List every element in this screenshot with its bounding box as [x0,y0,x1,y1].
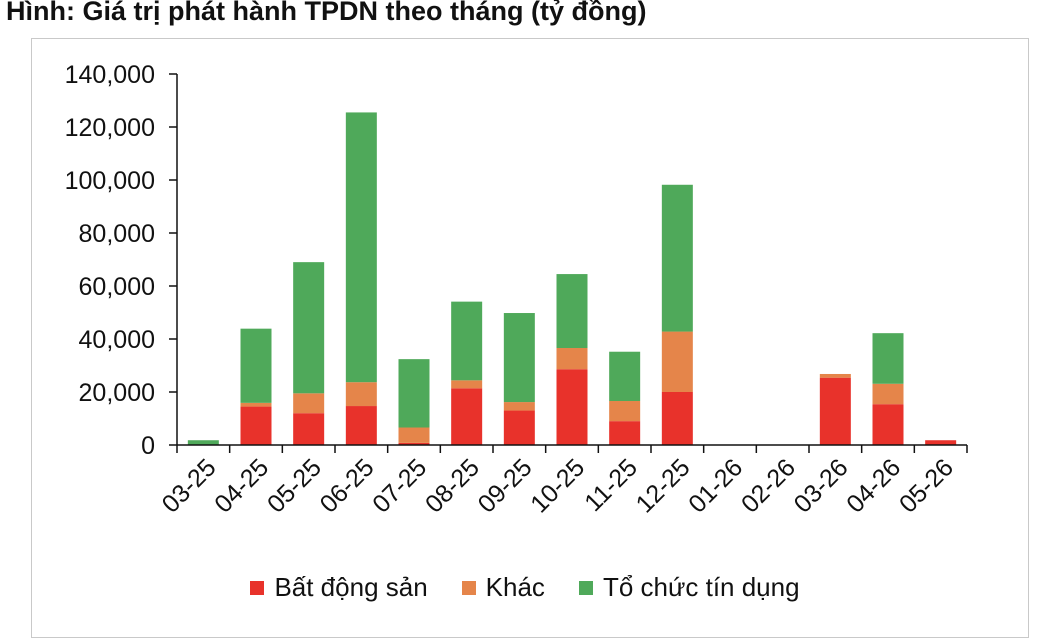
x-tick-label: 09-25 [473,453,538,518]
bar-segment-bat-dong-san [925,440,957,445]
bar-segment-to-chuc-tin-dung [240,328,272,403]
x-tick-label: 05-26 [894,453,959,518]
x-tick-label: 03-25 [157,453,222,518]
bar-segment-bat-dong-san [345,406,377,445]
bar-segment-khac [872,383,904,405]
x-tick-label: 08-25 [420,453,485,518]
y-tick-label: 120,000 [65,114,155,142]
bar-segment-to-chuc-tin-dung [345,112,377,383]
x-tick-label: 01-26 [683,453,748,518]
legend-swatch [250,580,265,595]
bar-segment-khac [556,348,588,370]
x-tick-label: 05-25 [262,453,327,518]
bar-segment-khac [240,402,272,407]
bar-segment-to-chuc-tin-dung [661,184,693,332]
legend-swatch [578,580,593,595]
bar-segment-to-chuc-tin-dung [398,359,430,428]
bar-segment-to-chuc-tin-dung [609,351,641,402]
bar-segment-to-chuc-tin-dung [187,440,219,445]
bar-segment-bat-dong-san [819,377,851,445]
y-tick-label: 60,000 [79,273,155,301]
x-tick-label: 12-25 [631,453,696,518]
bar-segment-bat-dong-san [503,410,535,445]
x-tick-label: 03-26 [789,453,854,518]
bar-segment-bat-dong-san [661,392,693,445]
x-tick-label: 02-26 [736,453,801,518]
bar-segment-khac [293,393,325,414]
legend-label: Bất động sản [274,572,428,602]
bar-segment-bat-dong-san [293,413,325,445]
x-tick-label: 11-25 [579,453,643,517]
chart-title: Hình: Giá trị phát hành TPDN theo tháng … [6,0,647,26]
x-tick-label: 06-25 [315,453,380,518]
bar-segment-bat-dong-san [556,369,588,445]
legend-item: Khác [461,572,545,603]
chart-legend: Bất động sản Khác Tổ chức tín dụng [0,572,1050,603]
legend-item: Bất động sản [250,572,428,603]
legend-item: Tổ chức tín dụng [578,572,800,603]
y-tick-label: 100,000 [65,167,155,195]
legend-label: Khác [485,572,545,602]
x-tick-label: 07-25 [367,453,432,518]
y-tick-label: 140,000 [65,61,155,89]
bar-segment-khac [503,402,535,411]
bar-segment-khac [345,382,377,407]
bar-segment-khac [451,380,483,389]
bar-segment-to-chuc-tin-dung [293,262,325,394]
bar-segment-bat-dong-san [609,421,641,445]
bar-segment-bat-dong-san [398,442,430,445]
bar-segment-to-chuc-tin-dung [451,301,483,381]
bar-segment-khac [661,331,693,392]
x-tick-label: 04-25 [209,453,274,518]
bar-segment-bat-dong-san [872,404,904,445]
x-tick-label: 10-25 [525,453,590,518]
x-tick-label: 04-26 [841,453,906,518]
bar-segment-khac [819,373,851,378]
y-tick-label: 0 [141,432,155,460]
y-tick-label: 40,000 [79,326,155,354]
bar-segment-bat-dong-san [451,388,483,445]
bar-segment-to-chuc-tin-dung [503,313,535,403]
bar-segment-bat-dong-san [240,406,272,445]
bar-segment-khac [398,427,430,443]
y-tick-label: 20,000 [79,379,155,407]
bar-segment-khac [609,401,641,422]
legend-swatch [461,580,476,595]
bar-segment-to-chuc-tin-dung [872,333,904,384]
bar-segment-to-chuc-tin-dung [556,274,588,349]
y-tick-label: 80,000 [79,220,155,248]
legend-label: Tổ chức tín dụng [602,572,800,602]
